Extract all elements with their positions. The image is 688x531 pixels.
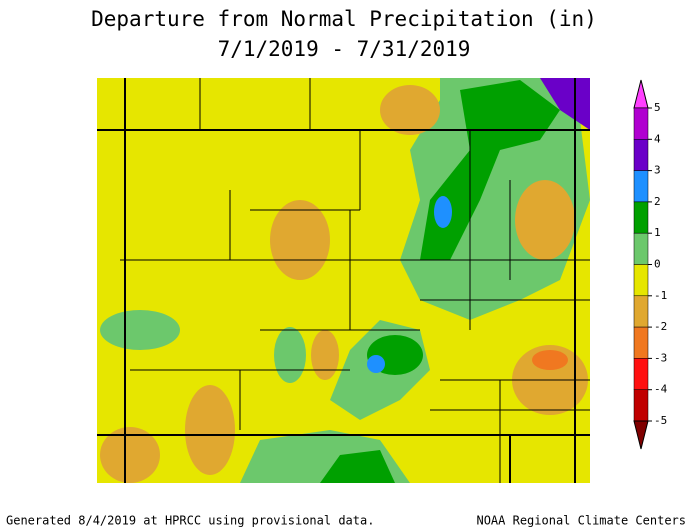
colorbar-bottom	[633, 420, 649, 450]
colorbar-label: 1	[654, 226, 661, 239]
title-line: 7/1/2019 - 7/31/2019	[218, 37, 471, 61]
colorbar-band	[633, 295, 649, 328]
colorbar-band	[633, 201, 649, 234]
colorbar-band	[633, 170, 649, 203]
footer-left: Generated 8/4/2019 at HPRCC using provis…	[6, 514, 374, 528]
wet-area	[274, 327, 306, 383]
dry-area	[100, 427, 160, 483]
dry-area	[270, 200, 330, 280]
colorbar-label: 4	[654, 132, 661, 145]
colorbar-label: -5	[654, 414, 667, 427]
colorbar-band	[633, 358, 649, 390]
colorbar-band	[633, 232, 649, 265]
footer-right: NOAA Regional Climate Centers	[476, 514, 686, 528]
very-wet-area	[434, 196, 452, 228]
colorbar-band	[633, 389, 649, 422]
colorbar: 5 4 3 2 1 0 -1 -2 -3 -4 -5	[633, 79, 668, 450]
colorbar-label: 3	[654, 164, 661, 177]
wet-area	[320, 450, 395, 483]
colorbar-label: 0	[654, 258, 661, 271]
dry-area	[380, 85, 440, 135]
colorbar-label: -2	[654, 320, 667, 333]
colorbar-band	[633, 326, 649, 359]
wet-area	[100, 310, 180, 350]
dry-area	[185, 385, 235, 475]
colorbar-label: -4	[654, 383, 668, 396]
wet-area	[420, 80, 560, 260]
colorbar-label: -1	[654, 289, 667, 302]
very-wet-area	[367, 355, 385, 373]
dry-area	[532, 350, 568, 370]
map	[97, 78, 590, 483]
dry-area	[311, 330, 339, 380]
colorbar-label: 2	[654, 195, 661, 208]
dry-area	[515, 180, 575, 260]
colorbar-label: -3	[654, 351, 667, 364]
colorbar-band	[633, 107, 649, 140]
colorbar-top	[633, 79, 649, 109]
title-line: Departure from Normal Precipitation (in)	[91, 7, 597, 31]
colorbar-label: 5	[654, 101, 661, 114]
colorbar-band	[633, 264, 649, 297]
colorbar-band	[633, 139, 649, 171]
county-borders	[97, 78, 590, 483]
very-wet-area	[540, 78, 590, 130]
